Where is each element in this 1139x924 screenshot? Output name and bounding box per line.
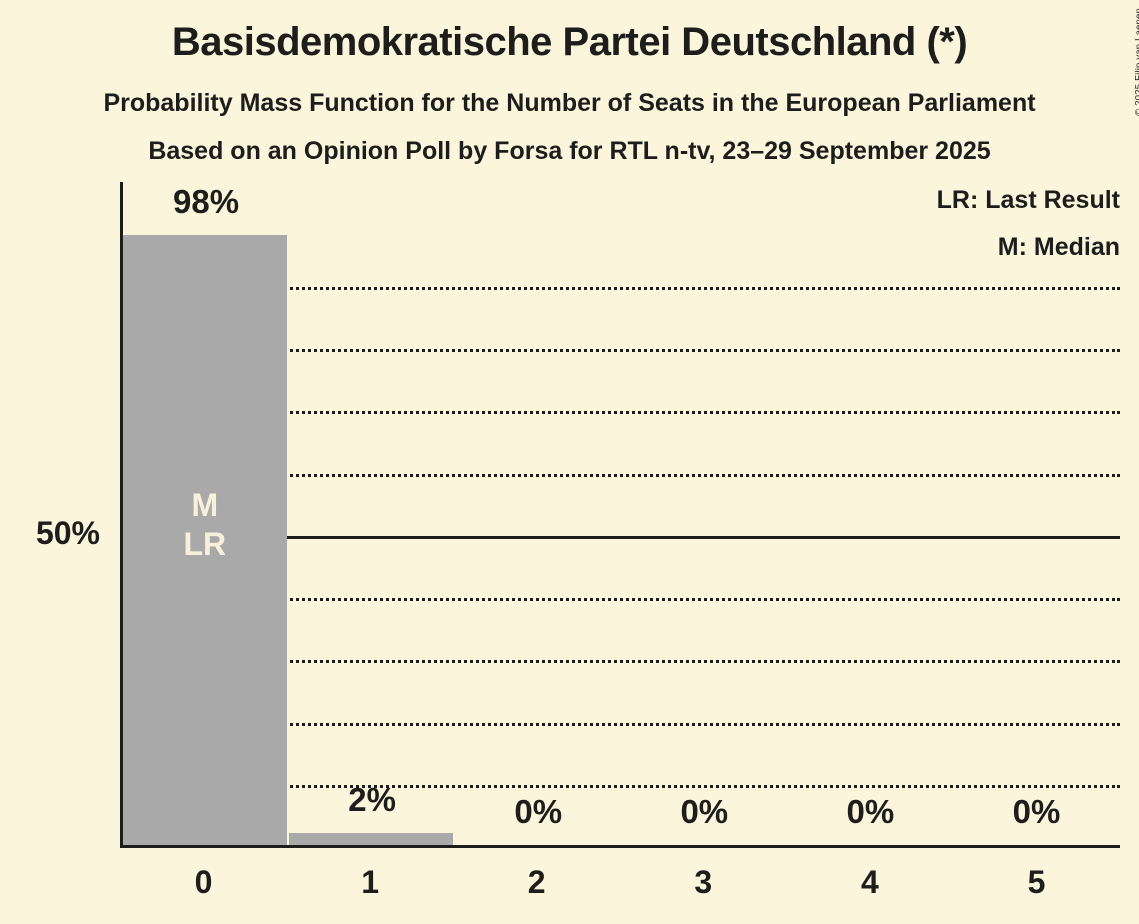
bar-value-label-2: 0% xyxy=(514,793,563,830)
gridline-20-pct xyxy=(123,722,1120,726)
x-tick-2: 2 xyxy=(527,864,546,900)
gridline-60-pct xyxy=(123,473,1120,477)
median-lastresult-annotation: M LR xyxy=(123,486,287,564)
bar-value-label-1: 2% xyxy=(348,780,396,818)
fifty-percent-line xyxy=(123,535,1120,539)
bar-seat-1 xyxy=(289,832,453,845)
gridline-30-pct xyxy=(123,660,1120,664)
bar-seat-0: M LR xyxy=(123,235,287,845)
x-tick-5: 5 xyxy=(1027,864,1046,900)
x-tick-0: 0 xyxy=(194,864,213,900)
legend-last-result: LR: Last Result xyxy=(936,186,1120,214)
gridline-10-pct xyxy=(123,784,1120,788)
bar-value-label-5: 0% xyxy=(1012,793,1061,830)
copyright-note: © 2025 Filip van Laenen xyxy=(1134,8,1139,116)
gridline-90-pct xyxy=(123,286,1120,290)
last-result-marker: LR xyxy=(183,526,227,562)
chart-subtitle: Probability Mass Function for the Number… xyxy=(103,89,1036,117)
chart-title: Basisdemokratische Partei Deutschland (*… xyxy=(171,20,968,64)
legend-median: M: Median xyxy=(997,233,1120,261)
gridline-40-pct xyxy=(123,598,1120,602)
gridline-80-pct xyxy=(123,349,1120,353)
median-marker: M xyxy=(191,487,219,523)
bar-value-label-4: 0% xyxy=(846,793,895,830)
x-tick-3: 3 xyxy=(694,864,713,900)
gridline-70-pct xyxy=(123,411,1120,415)
chart-source-line: Based on an Opinion Poll by Forsa for RT… xyxy=(148,137,991,165)
bar-value-label-3: 0% xyxy=(680,793,729,830)
bar-value-label-0: 98% xyxy=(173,183,240,220)
x-tick-1: 1 xyxy=(361,864,379,900)
plot-area: M LR 98% 2% 0% 0% 0% 0% xyxy=(120,182,1120,848)
y-axis-50-label: 50% xyxy=(35,515,100,551)
x-tick-4: 4 xyxy=(860,864,879,900)
